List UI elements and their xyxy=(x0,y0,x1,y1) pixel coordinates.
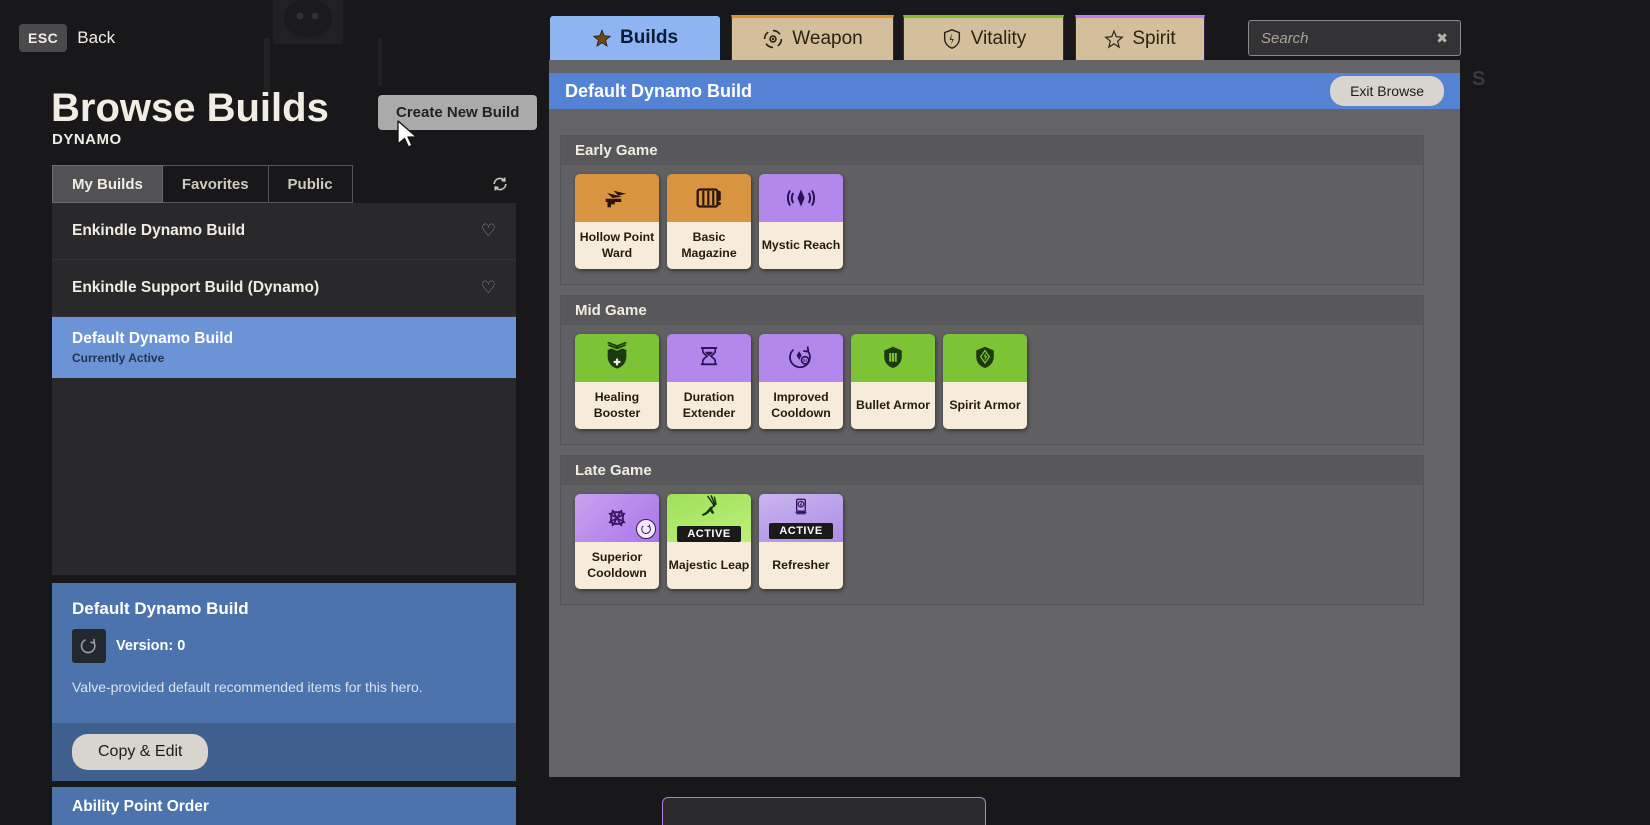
svg-text:8s: 8s xyxy=(803,358,808,363)
